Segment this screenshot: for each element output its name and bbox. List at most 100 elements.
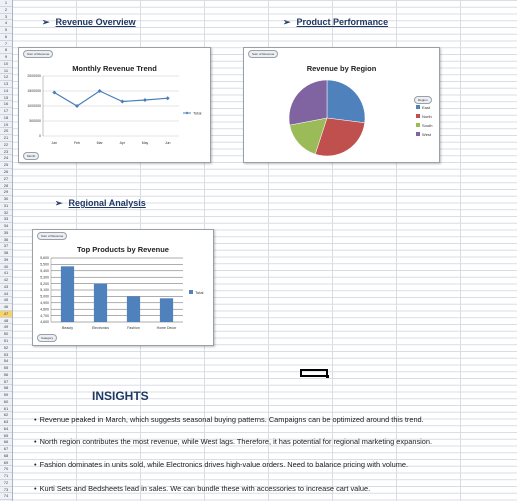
row-header[interactable]: 46 <box>0 304 12 311</box>
section-product-performance: ➢ Product Performance <box>283 17 389 27</box>
row-header[interactable]: 51 <box>0 338 12 345</box>
row-header[interactable]: 11 <box>0 68 12 75</box>
row-header[interactable]: 3 <box>0 14 12 21</box>
x-tick-label: Feb <box>74 141 80 145</box>
axis-field-button[interactable]: Month <box>23 152 40 160</box>
row-header[interactable]: 20 <box>0 128 12 136</box>
row-header[interactable]: 73 <box>0 487 12 494</box>
row-header[interactable]: 13 <box>0 81 12 88</box>
legend-swatch-east <box>416 105 420 109</box>
top-products-chart[interactable]: Sum of Revenue Top Products by Revenue 4… <box>32 229 214 346</box>
row-header[interactable]: 16 <box>0 101 12 109</box>
y-tick-label: 500000 <box>29 119 41 123</box>
row-header[interactable]: 7 <box>0 41 12 48</box>
monthly-revenue-chart[interactable]: Sum of Revenue Monthly Revenue Trend 0 50… <box>18 47 211 163</box>
row-headers[interactable]: 1 2 3 4 5 6 7 8 9 10 11 12 13 14 15 16 17 18 19 20 21 22 23 24 2… <box>0 0 13 501</box>
row-header[interactable]: 18 <box>0 115 12 122</box>
row-header[interactable]: 61 <box>0 406 12 413</box>
row-header[interactable]: 24 <box>0 155 12 163</box>
row-header[interactable]: 27 <box>0 176 12 183</box>
row-header[interactable]: 57 <box>0 379 12 386</box>
row-header[interactable]: 55 <box>0 365 12 372</box>
row-header[interactable]: 42 <box>0 277 12 284</box>
axis-field-button[interactable]: Category <box>37 334 58 342</box>
legend-field-button[interactable]: Region <box>414 96 432 104</box>
pie-slice-east <box>326 79 366 124</box>
row-header[interactable]: 6 <box>0 34 12 41</box>
bar-home-decor <box>159 298 174 322</box>
row-header[interactable]: 4 <box>0 20 12 28</box>
chart-title: Top Products by Revenue <box>77 245 169 254</box>
bar-beauty <box>60 266 75 322</box>
row-header[interactable]: 74 <box>0 493 12 501</box>
row-header[interactable]: 38 <box>0 250 12 257</box>
region-revenue-chart[interactable]: Sum of Revenue Revenue by Region Region … <box>243 47 440 163</box>
row-header[interactable]: 2 <box>0 7 12 14</box>
row-header[interactable]: 62 <box>0 412 12 420</box>
row-header[interactable]: 12 <box>0 74 12 82</box>
row-header[interactable]: 36 <box>0 237 12 244</box>
row-header[interactable]: 26 <box>0 169 12 176</box>
row-header[interactable]: 17 <box>0 108 12 115</box>
row-header[interactable]: 32 <box>0 210 12 217</box>
row-header[interactable]: 63 <box>0 419 12 426</box>
y-tick-label: 5,500 <box>40 263 49 267</box>
row-header[interactable]: 33 <box>0 216 12 224</box>
row-header[interactable]: 15 <box>0 95 12 102</box>
row-header[interactable]: 43 <box>0 284 12 291</box>
row-header[interactable]: 28 <box>0 183 12 190</box>
row-header[interactable]: 40 <box>0 264 12 271</box>
filter-field-button[interactable]: Sum of Revenue <box>248 50 279 58</box>
row-header[interactable]: 49 <box>0 324 12 332</box>
row-header[interactable]: 35 <box>0 230 12 237</box>
y-tick-label: 5,000 <box>40 295 49 299</box>
row-header[interactable]: 68 <box>0 453 12 460</box>
row-header[interactable]: 67 <box>0 446 12 453</box>
row-header[interactable]: 14 <box>0 88 12 95</box>
row-header[interactable]: 23 <box>0 149 12 156</box>
bar-fashion <box>126 296 141 322</box>
x-tick-label: Jun <box>165 141 171 145</box>
row-header[interactable]: 72 <box>0 480 12 487</box>
row-header[interactable]: 65 <box>0 433 12 440</box>
row-header[interactable]: 5 <box>0 27 12 34</box>
row-header[interactable]: 69 <box>0 460 12 467</box>
x-tick-label: Mar <box>97 141 104 145</box>
row-header[interactable]: 66 <box>0 439 12 447</box>
row-header[interactable]: 71 <box>0 473 12 480</box>
filter-field-button[interactable]: Sum of Revenue <box>23 50 54 58</box>
row-header[interactable]: 25 <box>0 162 12 169</box>
row-header[interactable]: 21 <box>0 135 12 142</box>
row-header[interactable]: 30 <box>0 196 12 203</box>
row-header[interactable]: 47 <box>0 310 12 318</box>
row-header[interactable]: 10 <box>0 61 12 68</box>
row-header[interactable]: 22 <box>0 142 12 149</box>
row-header[interactable]: 59 <box>0 392 12 399</box>
row-header[interactable]: 54 <box>0 358 12 366</box>
row-header[interactable]: 39 <box>0 257 12 264</box>
row-header[interactable]: 8 <box>0 47 12 55</box>
row-header[interactable]: 58 <box>0 385 12 393</box>
row-header[interactable]: 9 <box>0 54 12 61</box>
row-header[interactable]: 52 <box>0 345 12 352</box>
row-header[interactable]: 50 <box>0 331 12 338</box>
row-header[interactable]: 1 <box>0 0 12 7</box>
row-header[interactable]: 56 <box>0 372 12 379</box>
filter-field-button[interactable]: Sum of Revenue <box>37 232 68 240</box>
row-header[interactable]: 53 <box>0 352 12 359</box>
row-header[interactable]: 60 <box>0 399 12 406</box>
row-header[interactable]: 34 <box>0 223 12 230</box>
y-tick-label: 5,100 <box>40 288 49 292</box>
row-header[interactable]: 48 <box>0 318 12 325</box>
row-header[interactable]: 19 <box>0 122 12 129</box>
row-header[interactable]: 70 <box>0 466 12 474</box>
row-header[interactable]: 44 <box>0 291 12 298</box>
row-header[interactable]: 29 <box>0 189 12 197</box>
row-header[interactable]: 64 <box>0 426 12 433</box>
row-header[interactable]: 31 <box>0 203 12 210</box>
legend-label-north: North <box>422 114 432 119</box>
row-header[interactable]: 37 <box>0 243 12 251</box>
active-cell-cursor[interactable] <box>300 369 329 378</box>
row-header[interactable]: 45 <box>0 297 12 305</box>
row-header[interactable]: 41 <box>0 270 12 278</box>
